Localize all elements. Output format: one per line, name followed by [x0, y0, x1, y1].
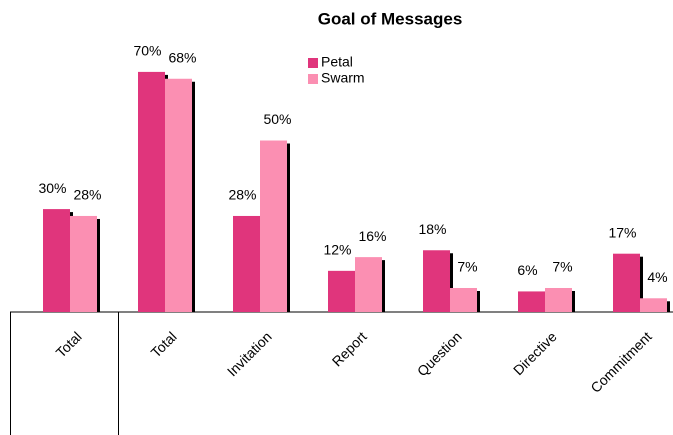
chart-title: Goal of Messages	[318, 9, 463, 28]
bar	[450, 287, 477, 312]
bar	[518, 291, 545, 312]
value-label: 12%	[323, 242, 351, 258]
value-label: 4%	[647, 269, 667, 285]
x-tick-label: Invitation	[224, 328, 275, 379]
bar	[165, 78, 192, 312]
value-label: 18%	[418, 221, 446, 237]
bar	[138, 71, 165, 313]
legend-swatch	[308, 74, 318, 84]
value-label: 68%	[168, 49, 196, 65]
bar	[423, 250, 450, 312]
x-tick-label: Directive	[510, 328, 560, 378]
value-label: 7%	[552, 259, 572, 275]
value-label: 50%	[263, 111, 291, 127]
value-label: 28%	[73, 187, 101, 203]
x-tick-label: Commitment	[587, 328, 654, 395]
value-label: 6%	[517, 262, 537, 278]
value-label: 30%	[38, 180, 66, 196]
bar	[613, 253, 640, 312]
bar	[328, 270, 355, 312]
legend-label: Swarm	[321, 70, 365, 86]
bar	[70, 215, 97, 312]
x-tick-label: Total	[148, 328, 180, 360]
value-label: 17%	[608, 224, 636, 240]
x-tick-label: Total	[53, 328, 85, 360]
bar	[43, 209, 70, 312]
bar	[260, 140, 287, 312]
value-label: 28%	[228, 187, 256, 203]
value-label: 70%	[133, 43, 161, 59]
value-label: 16%	[358, 228, 386, 244]
x-tick-label: Report	[329, 328, 370, 369]
x-tick-label: Question	[414, 328, 465, 379]
bar	[355, 257, 382, 312]
legend-label: Petal	[321, 54, 353, 70]
legend-swatch	[308, 58, 318, 68]
bar	[233, 215, 260, 312]
bar	[545, 287, 572, 312]
bar	[640, 298, 667, 312]
value-label: 7%	[457, 259, 477, 275]
